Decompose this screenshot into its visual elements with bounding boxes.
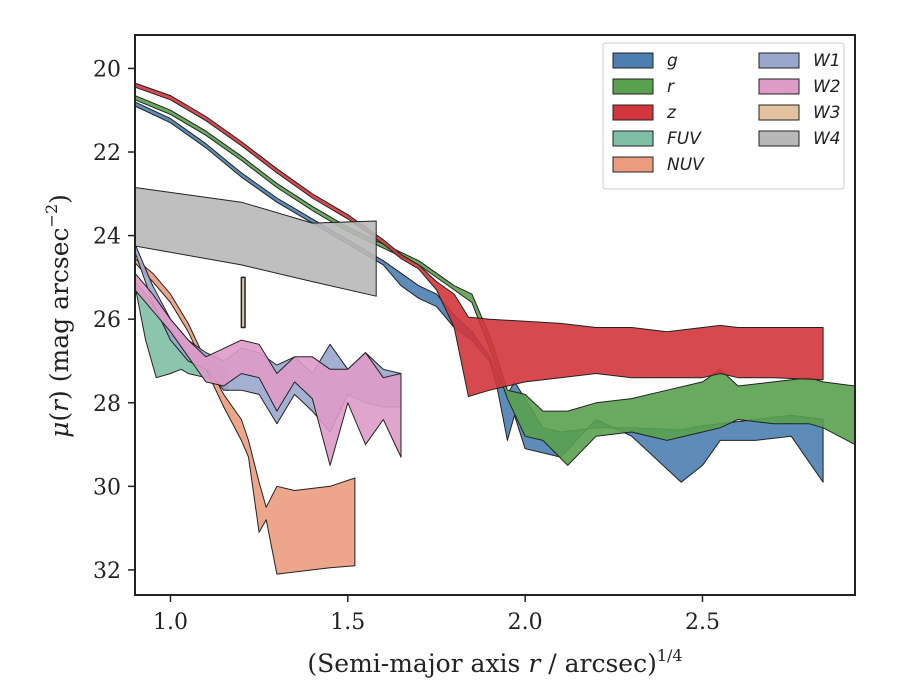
series-layer <box>134 82 856 575</box>
series-band-w2 <box>134 272 402 466</box>
legend-swatch-w4 <box>758 130 800 147</box>
y-tick-label: 26 <box>93 308 121 333</box>
y-tick-label: 30 <box>93 475 121 500</box>
series-band-g <box>134 101 824 483</box>
legend-label-z: z <box>666 103 677 123</box>
x-axis: 1.0 1.5 2.0 2.5 <box>153 595 720 635</box>
legend: grz FUV NUV W1 W2 W3 W4 <box>602 42 845 190</box>
x-axis-title: (Semi-major axis r / arcsec)1/4 <box>307 646 682 678</box>
legend-swatch-nuv <box>612 156 654 173</box>
y-tick-label: 32 <box>93 559 121 584</box>
y-tick-label: 22 <box>93 141 121 166</box>
x-tick-label: 2.5 <box>685 610 720 635</box>
x-tick-label: 1.0 <box>153 610 188 635</box>
legend-swatch-w1 <box>758 52 800 69</box>
x-tick-label: 1.5 <box>330 610 365 635</box>
x-tick-label: 2.0 <box>508 610 543 635</box>
y-tick-label: 24 <box>93 225 121 250</box>
y-axis-title: μ(r) (mag arcsec−2) <box>42 194 74 438</box>
legend-label-nuv: NUV <box>667 155 705 175</box>
y-tick-label: 28 <box>93 392 121 417</box>
legend-swatch-r <box>612 78 654 95</box>
legend-label-fuv: FUV <box>667 129 702 149</box>
series-band-w3 <box>240 276 246 329</box>
legend-label-g: g <box>667 51 678 71</box>
legend-swatch-z <box>612 104 654 121</box>
legend-label-w4: W4 <box>813 129 841 149</box>
y-tick-label: 20 <box>93 57 121 82</box>
series-band-w4 <box>134 187 377 297</box>
legend-swatch-w2 <box>758 78 800 95</box>
legend-label-w1: W1 <box>813 51 841 71</box>
legend-label-r: r <box>667 77 675 97</box>
y-axis: 20 22 24 26 28 30 32 <box>93 57 135 584</box>
legend-swatch-g <box>612 52 654 69</box>
legend-label-w2: W2 <box>813 77 841 97</box>
plot-frame <box>134 34 856 596</box>
legend-label-w3: W3 <box>813 103 841 123</box>
legend-swatch-fuv <box>612 130 654 147</box>
legend-swatch-w3 <box>758 104 800 121</box>
